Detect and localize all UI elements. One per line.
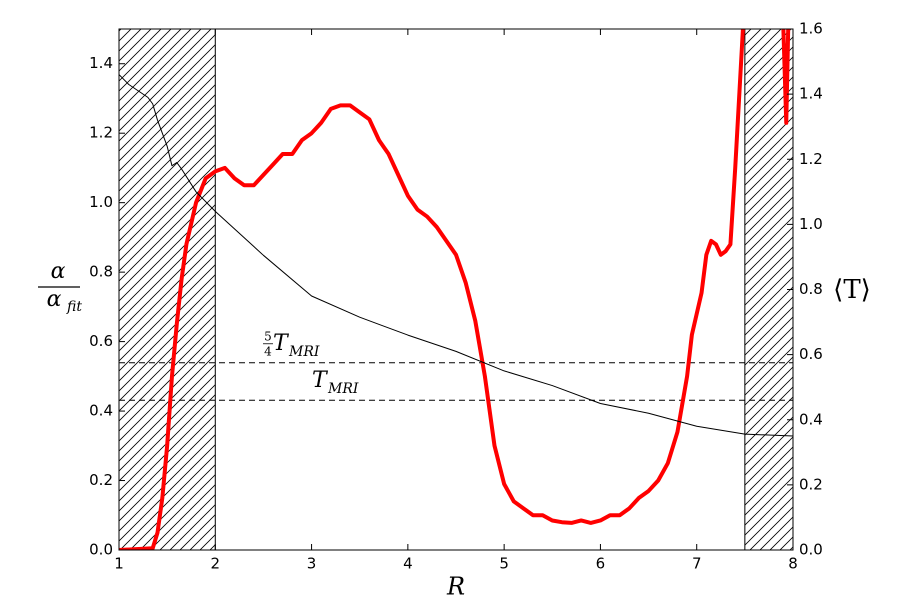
label-fraction-numerator: 5 — [264, 329, 272, 343]
x-tick-label: 7 — [692, 555, 702, 573]
y2-tick-label: 0.6 — [799, 345, 823, 363]
x-tick-label: 6 — [596, 555, 606, 573]
plot-frame — [118, 28, 794, 551]
y-tick-label: 1.4 — [89, 54, 113, 72]
y-tick-label: 0.8 — [89, 263, 113, 281]
label-fraction-denominator: 4 — [264, 344, 272, 358]
y2-tick-label: 1.6 — [799, 20, 823, 38]
reference-label-subscript: MRI — [327, 381, 359, 397]
reference-label-symbol: T — [312, 368, 329, 393]
y2-tick-label: 1.2 — [799, 150, 823, 168]
y2-tick-label: 1.0 — [799, 215, 823, 233]
x-tick-label: 2 — [211, 555, 221, 573]
y-tick-label: 0.0 — [89, 541, 113, 559]
shaded-region — [118, 28, 216, 551]
y-tick-label: 0.6 — [89, 332, 113, 350]
y-label-numerator: α — [51, 259, 66, 284]
y-tick-label: 1.2 — [89, 124, 113, 142]
y-tick-label: 1.0 — [89, 193, 113, 211]
x-tick-label: 1 — [114, 555, 124, 573]
x-tick-label: 4 — [403, 555, 413, 573]
y-tick-label: 0.4 — [89, 402, 113, 420]
series-line — [119, 29, 791, 550]
y2-tick-label: 0.2 — [799, 475, 823, 493]
reference-label-subscript: MRI — [288, 344, 320, 360]
x-axis-label: R — [446, 573, 465, 601]
x-tick-label: 5 — [499, 555, 509, 573]
series-line — [119, 74, 793, 437]
y2-tick-label: 1.4 — [799, 85, 823, 103]
y2-tick-label: 0.0 — [799, 541, 823, 559]
y-label-subscript: fit — [66, 299, 82, 315]
y2-axis-label: ⟨T⟩ — [833, 275, 871, 305]
x-tick-label: 8 — [788, 555, 798, 573]
y-label-denominator: α — [47, 287, 62, 312]
y-tick-label: 0.2 — [89, 471, 113, 489]
y2-tick-label: 0.8 — [799, 280, 823, 298]
reference-label-symbol: T — [273, 331, 290, 356]
x-tick-label: 3 — [307, 555, 317, 573]
y-axis-label: α α fit — [38, 259, 82, 315]
y2-tick-label: 0.4 — [799, 410, 823, 428]
